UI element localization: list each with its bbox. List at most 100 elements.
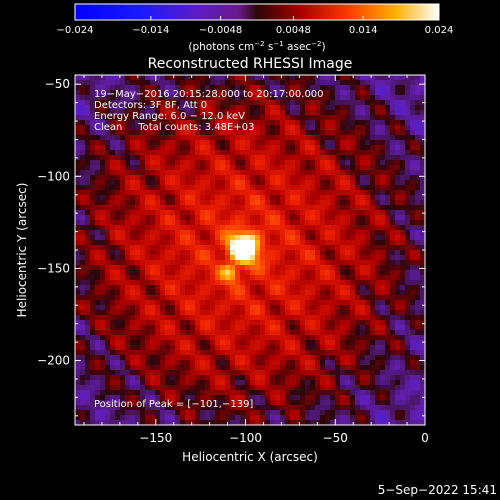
heatmap-cell	[140, 105, 145, 110]
heatmap-cell	[165, 405, 170, 410]
heatmap-cell	[385, 325, 390, 330]
heatmap-cell	[160, 245, 165, 250]
heatmap-cell	[390, 375, 395, 380]
heatmap-cell	[75, 300, 80, 305]
heatmap-cell	[250, 270, 255, 275]
heatmap-cell	[195, 265, 200, 270]
heatmap-cell	[210, 390, 215, 395]
heatmap-cell	[405, 265, 410, 270]
heatmap-cell	[165, 305, 170, 310]
heatmap-cell	[395, 105, 400, 110]
heatmap-cell	[355, 355, 360, 360]
heatmap-cell	[240, 290, 245, 295]
heatmap-cell	[320, 190, 325, 195]
heatmap-cell	[125, 375, 130, 380]
heatmap-cell	[340, 395, 345, 400]
heatmap-cell	[175, 205, 180, 210]
heatmap-cell	[370, 130, 375, 135]
heatmap-cell	[310, 140, 315, 145]
heatmap-cell	[210, 300, 215, 305]
heatmap-cell	[275, 240, 280, 245]
heatmap-cell	[190, 315, 195, 320]
heatmap-cell	[395, 310, 400, 315]
heatmap-cell	[165, 345, 170, 350]
heatmap-cell	[190, 145, 195, 150]
heatmap-cell	[185, 145, 190, 150]
heatmap-cell	[110, 120, 115, 125]
heatmap-cell	[100, 165, 105, 170]
heatmap-cell	[215, 395, 220, 400]
heatmap-cell	[365, 235, 370, 240]
heatmap-cell	[360, 250, 365, 255]
heatmap-cell	[350, 345, 355, 350]
heatmap-cell	[175, 140, 180, 145]
heatmap-cell	[265, 395, 270, 400]
heatmap-cell	[390, 305, 395, 310]
heatmap-cell	[410, 75, 415, 80]
heatmap-cell	[90, 280, 95, 285]
heatmap-cell	[80, 285, 85, 290]
heatmap-cell	[115, 175, 120, 180]
heatmap-cell	[315, 335, 320, 340]
heatmap-cell	[115, 275, 120, 280]
heatmap-cell	[145, 325, 150, 330]
heatmap-cell	[245, 150, 250, 155]
heatmap-cell	[355, 85, 360, 90]
heatmap-cell	[420, 335, 425, 340]
heatmap-cell	[115, 165, 120, 170]
heatmap-cell	[140, 190, 145, 195]
heatmap-cell	[280, 90, 285, 95]
colorbar-tick-label: −0.0048	[199, 25, 242, 36]
heatmap-cell	[90, 295, 95, 300]
heatmap-cell	[390, 120, 395, 125]
heatmap-cell	[190, 85, 195, 90]
heatmap-cell	[155, 245, 160, 250]
heatmap-cell	[160, 125, 165, 130]
heatmap-cell	[375, 225, 380, 230]
heatmap-cell	[160, 420, 165, 425]
heatmap-cell	[160, 330, 165, 335]
heatmap-cell	[400, 170, 405, 175]
heatmap-cell	[350, 300, 355, 305]
heatmap-cell	[325, 305, 330, 310]
heatmap-cell	[320, 175, 325, 180]
heatmap-cell	[220, 95, 225, 100]
heatmap-cell	[305, 185, 310, 190]
heatmap-cell	[150, 390, 155, 395]
heatmap-cell	[375, 105, 380, 110]
heatmap-cell	[225, 135, 230, 140]
heatmap-cell	[215, 300, 220, 305]
heatmap-cell	[335, 75, 340, 80]
heatmap-cell	[305, 110, 310, 115]
heatmap-cell	[220, 270, 225, 275]
heatmap-cell	[190, 260, 195, 265]
heatmap-cell	[385, 320, 390, 325]
heatmap-cell	[300, 330, 305, 335]
heatmap-cell	[155, 80, 160, 85]
heatmap-cell	[375, 90, 380, 95]
heatmap-cell	[400, 390, 405, 395]
heatmap-cell	[180, 410, 185, 415]
heatmap-cell	[225, 230, 230, 235]
heatmap-cell	[175, 385, 180, 390]
heatmap-cell	[340, 95, 345, 100]
heatmap-cell	[400, 325, 405, 330]
heatmap-cell	[285, 305, 290, 310]
heatmap-cell	[355, 315, 360, 320]
heatmap-cell	[85, 420, 90, 425]
heatmap-cell	[235, 350, 240, 355]
heatmap-cell	[400, 225, 405, 230]
heatmap-cell	[130, 325, 135, 330]
heatmap-cell	[185, 390, 190, 395]
heatmap-cell	[300, 190, 305, 195]
heatmap-cell	[390, 320, 395, 325]
heatmap-cell	[370, 195, 375, 200]
heatmap-cell	[265, 305, 270, 310]
heatmap-cell	[270, 320, 275, 325]
heatmap-cell	[245, 390, 250, 395]
heatmap-cell	[120, 315, 125, 320]
heatmap-cell	[190, 390, 195, 395]
heatmap-cell	[295, 325, 300, 330]
heatmap-cell	[395, 340, 400, 345]
heatmap-cell	[405, 385, 410, 390]
